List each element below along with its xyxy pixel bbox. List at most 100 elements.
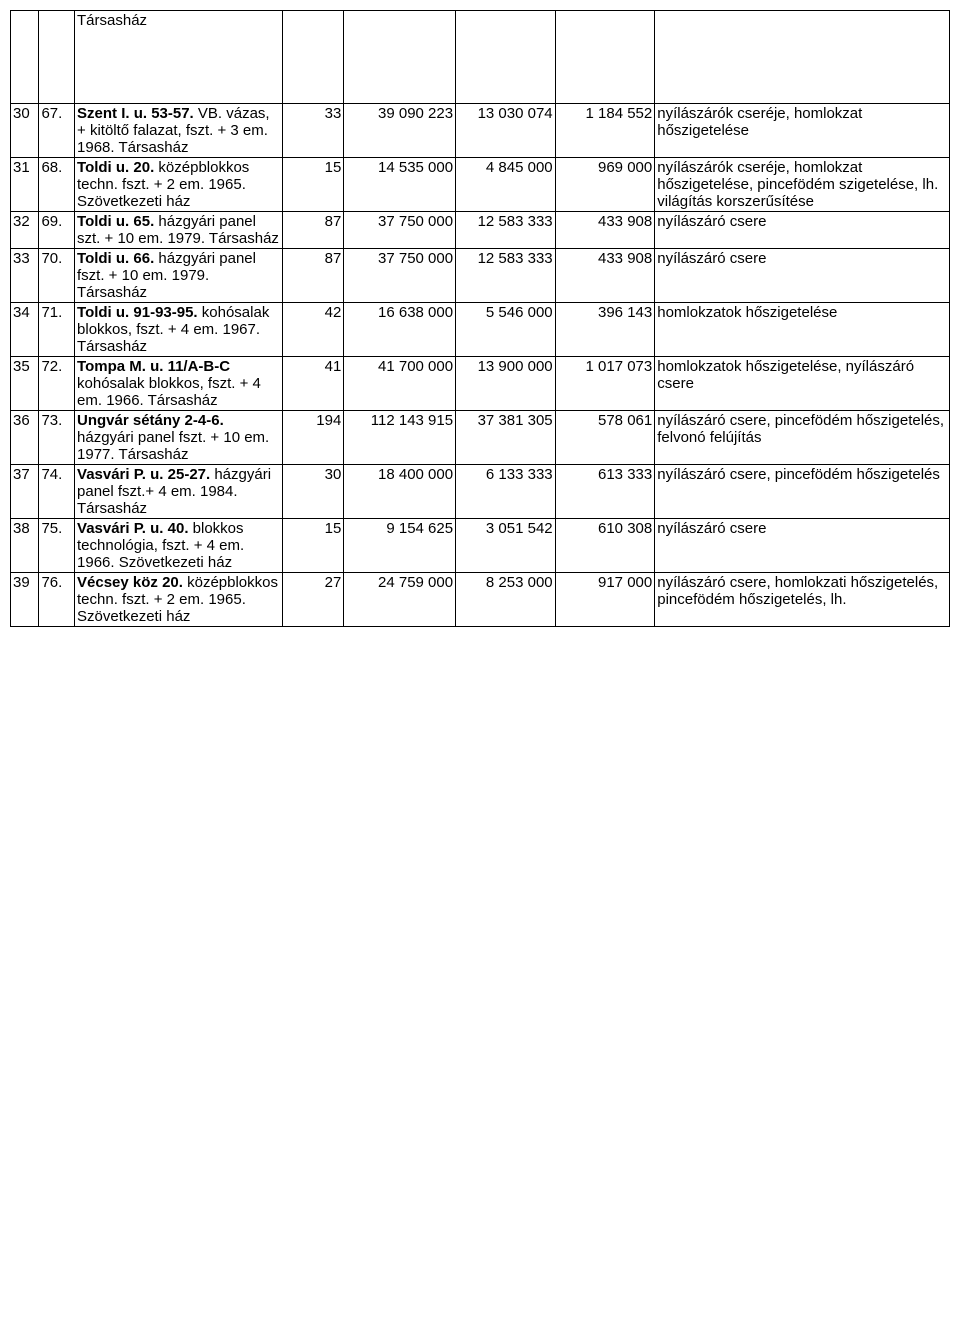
cell-index: 35 xyxy=(11,357,39,411)
table-header-row: Társasház xyxy=(11,11,950,104)
cell-amount3: 613 333 xyxy=(555,465,655,519)
cell-amount2: 6 133 333 xyxy=(456,465,556,519)
cell-ref: 73. xyxy=(39,411,75,465)
cell-amount1: 18 400 000 xyxy=(344,465,456,519)
cell-amount3: 396 143 xyxy=(555,303,655,357)
cell-description: nyílászáró csere xyxy=(655,519,950,573)
cell-index: 32 xyxy=(11,212,39,249)
cell-description: homlokzatok hőszigetelése xyxy=(655,303,950,357)
cell-index: 34 xyxy=(11,303,39,357)
cell-index: 33 xyxy=(11,249,39,303)
cell-amount1: 37 750 000 xyxy=(344,212,456,249)
cell-amount1: 39 090 223 xyxy=(344,104,456,158)
cell xyxy=(39,11,75,104)
cell-amount1: 14 535 000 xyxy=(344,158,456,212)
cell-index: 31 xyxy=(11,158,39,212)
cell-amount3: 578 061 xyxy=(555,411,655,465)
cell-index: 39 xyxy=(11,573,39,627)
cell-index: 36 xyxy=(11,411,39,465)
cell-amount2: 13 030 074 xyxy=(456,104,556,158)
cell-ref: 71. xyxy=(39,303,75,357)
cell-count: 30 xyxy=(283,465,344,519)
cell-count: 194 xyxy=(283,411,344,465)
cell-amount2: 13 900 000 xyxy=(456,357,556,411)
cell-amount1: 112 143 915 xyxy=(344,411,456,465)
cell-amount3: 610 308 xyxy=(555,519,655,573)
cell-description: nyílászáró csere, homlokzati hőszigetelé… xyxy=(655,573,950,627)
cell-address: Vécsey köz 20. középblokkos techn. fszt.… xyxy=(75,573,283,627)
cell xyxy=(344,11,456,104)
cell-amount1: 41 700 000 xyxy=(344,357,456,411)
cell-count: 87 xyxy=(283,212,344,249)
cell-address: Toldi u. 20. középblokkos techn. fszt. +… xyxy=(75,158,283,212)
cell-index: 38 xyxy=(11,519,39,573)
cell-count: 27 xyxy=(283,573,344,627)
cell-count: 15 xyxy=(283,519,344,573)
table-row: 3875.Vasvári P. u. 40. blokkos technológ… xyxy=(11,519,950,573)
cell-amount2: 12 583 333 xyxy=(456,249,556,303)
cell-index: 37 xyxy=(11,465,39,519)
cell xyxy=(11,11,39,104)
cell-description: nyílászárók cseréje, homlokzat hőszigete… xyxy=(655,104,950,158)
cell-amount2: 8 253 000 xyxy=(456,573,556,627)
cell-description: nyílászárók cseréje, homlokzat hőszigete… xyxy=(655,158,950,212)
cell-index: 30 xyxy=(11,104,39,158)
cell-amount3: 433 908 xyxy=(555,212,655,249)
table-row: 3976.Vécsey köz 20. középblokkos techn. … xyxy=(11,573,950,627)
cell xyxy=(555,11,655,104)
cell-ref: 75. xyxy=(39,519,75,573)
table-row: 3370.Toldi u. 66. házgyári panel fszt. +… xyxy=(11,249,950,303)
table-row: 3067.Szent I. u. 53-57. VB. vázas, + kit… xyxy=(11,104,950,158)
cell-amount3: 433 908 xyxy=(555,249,655,303)
cell-address: Tompa M. u. 11/A-B-C kohósalak blokkos, … xyxy=(75,357,283,411)
cell-count: 87 xyxy=(283,249,344,303)
cell xyxy=(456,11,556,104)
cell-count: 15 xyxy=(283,158,344,212)
cell-amount2: 12 583 333 xyxy=(456,212,556,249)
cell xyxy=(283,11,344,104)
cell-amount2: 4 845 000 xyxy=(456,158,556,212)
cell-amount1: 9 154 625 xyxy=(344,519,456,573)
cell-address: Ungvár sétány 2-4-6. házgyári panel fszt… xyxy=(75,411,283,465)
cell-description: nyílászáró csere, pincefödém hőszigetelé… xyxy=(655,465,950,519)
cell-amount3: 1 017 073 xyxy=(555,357,655,411)
cell-ref: 72. xyxy=(39,357,75,411)
cell xyxy=(655,11,950,104)
cell-address: Toldi u. 66. házgyári panel fszt. + 10 e… xyxy=(75,249,283,303)
cell-ref: 68. xyxy=(39,158,75,212)
cell-description: nyílászáró csere xyxy=(655,212,950,249)
table-row: 3572.Tompa M. u. 11/A-B-C kohósalak blok… xyxy=(11,357,950,411)
cell-ref: 69. xyxy=(39,212,75,249)
cell-amount2: 5 546 000 xyxy=(456,303,556,357)
cell-address: Szent I. u. 53-57. VB. vázas, + kitöltő … xyxy=(75,104,283,158)
table-row: 3471.Toldi u. 91-93-95. kohósalak blokko… xyxy=(11,303,950,357)
cell-amount3: 917 000 xyxy=(555,573,655,627)
cell-description: nyílászáró csere xyxy=(655,249,950,303)
cell-address: Vasvári P. u. 25-27. házgyári panel fszt… xyxy=(75,465,283,519)
cell-amount1: 24 759 000 xyxy=(344,573,456,627)
cell-amount1: 37 750 000 xyxy=(344,249,456,303)
cell-address: Vasvári P. u. 40. blokkos technológia, f… xyxy=(75,519,283,573)
cell-count: 42 xyxy=(283,303,344,357)
cell-ref: 76. xyxy=(39,573,75,627)
table-row: 3673.Ungvár sétány 2-4-6. házgyári panel… xyxy=(11,411,950,465)
cell-ref: 67. xyxy=(39,104,75,158)
table-row: 3168.Toldi u. 20. középblokkos techn. fs… xyxy=(11,158,950,212)
cell: Társasház xyxy=(75,11,283,104)
cell-description: nyílászáró csere, pincefödém hőszigetelé… xyxy=(655,411,950,465)
cell-ref: 70. xyxy=(39,249,75,303)
cell-address: Toldi u. 65. házgyári panel szt. + 10 em… xyxy=(75,212,283,249)
cell-amount1: 16 638 000 xyxy=(344,303,456,357)
cell-amount2: 3 051 542 xyxy=(456,519,556,573)
cell-count: 33 xyxy=(283,104,344,158)
cell-amount2: 37 381 305 xyxy=(456,411,556,465)
cell-amount3: 969 000 xyxy=(555,158,655,212)
cell-ref: 74. xyxy=(39,465,75,519)
cell-address: Toldi u. 91-93-95. kohósalak blokkos, fs… xyxy=(75,303,283,357)
cell-description: homlokzatok hőszigetelése, nyílászáró cs… xyxy=(655,357,950,411)
cell-count: 41 xyxy=(283,357,344,411)
data-table: Társasház3067.Szent I. u. 53-57. VB. váz… xyxy=(10,10,950,627)
table-row: 3269.Toldi u. 65. házgyári panel szt. + … xyxy=(11,212,950,249)
table-row: 3774.Vasvári P. u. 25-27. házgyári panel… xyxy=(11,465,950,519)
cell-amount3: 1 184 552 xyxy=(555,104,655,158)
